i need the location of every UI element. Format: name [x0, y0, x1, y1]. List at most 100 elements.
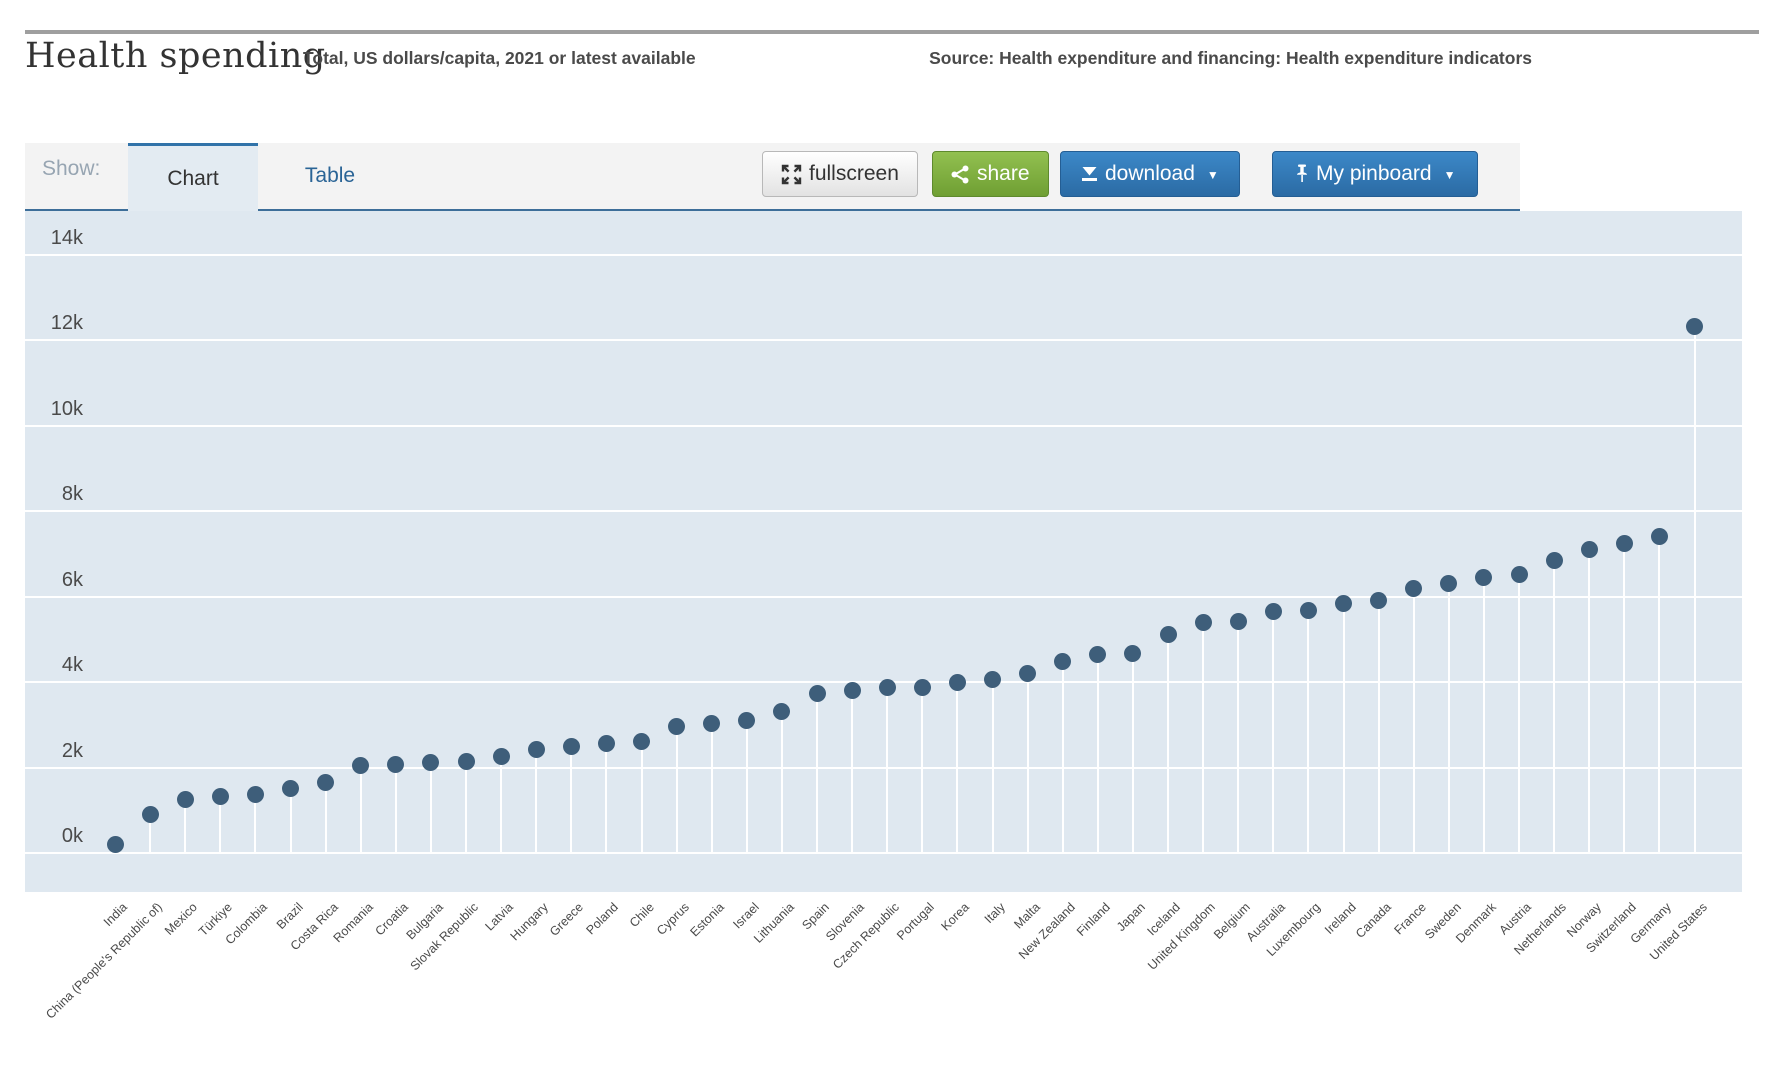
x-axis-label: Lithuania	[751, 900, 797, 946]
data-point[interactable]	[1686, 317, 1703, 335]
data-point-stem	[851, 690, 854, 853]
x-axis-label: Sweden	[1421, 900, 1464, 942]
x-axis-label: Latvia	[482, 900, 516, 934]
data-point[interactable]	[948, 673, 966, 691]
data-point[interactable]	[773, 702, 791, 720]
data-point[interactable]	[1335, 595, 1352, 613]
my-pinboard-label: My pinboard	[1316, 162, 1432, 185]
x-axis-label: Iceland	[1144, 900, 1183, 939]
data-point[interactable]	[1370, 592, 1388, 610]
data-point[interactable]	[141, 805, 159, 823]
data-point-stem	[429, 762, 432, 853]
data-point[interactable]	[1194, 613, 1212, 631]
data-point[interactable]	[703, 715, 721, 733]
x-axis-label: Poland	[583, 900, 622, 938]
data-point-stem	[710, 723, 713, 853]
tab-table-label: Table	[304, 164, 356, 187]
tab-table[interactable]: Table	[280, 143, 380, 209]
data-point[interactable]	[1510, 565, 1528, 583]
data-point[interactable]	[843, 682, 861, 700]
fullscreen-button[interactable]: fullscreen	[762, 151, 918, 197]
data-point-stem	[675, 726, 678, 853]
share-label: share	[977, 162, 1030, 185]
x-axis-label: Türkiye	[196, 900, 236, 939]
data-point[interactable]	[246, 786, 264, 804]
toolbar-border	[25, 209, 1520, 211]
data-point[interactable]	[633, 733, 650, 751]
data-point-stem	[745, 720, 748, 853]
data-point[interactable]	[1405, 580, 1423, 598]
data-point[interactable]	[1124, 644, 1142, 662]
data-point[interactable]	[527, 741, 545, 759]
data-point[interactable]	[211, 788, 229, 806]
x-axis-label: Greece	[547, 900, 587, 939]
data-point[interactable]	[562, 737, 580, 755]
share-button[interactable]: share	[932, 151, 1049, 197]
download-label: download	[1105, 162, 1195, 185]
data-point-stem	[535, 749, 538, 853]
data-point[interactable]	[668, 717, 686, 735]
data-point[interactable]	[422, 754, 440, 772]
data-point[interactable]	[1054, 652, 1072, 670]
data-point-stem	[1342, 603, 1345, 853]
data-point-stem	[500, 756, 503, 853]
x-axis-label: Czech Republic	[830, 900, 903, 972]
data-point[interactable]	[1229, 613, 1247, 631]
data-point[interactable]	[913, 678, 931, 696]
data-point-stem	[394, 764, 397, 853]
data-point-stem	[1482, 577, 1485, 853]
data-point[interactable]	[1440, 574, 1458, 592]
data-point[interactable]	[1159, 626, 1177, 644]
data-point-stem	[991, 679, 994, 853]
y-axis-tick-label: 4k	[61, 654, 83, 676]
data-point[interactable]	[808, 684, 826, 702]
data-point[interactable]	[176, 791, 194, 809]
x-axis-label: Brazil	[273, 900, 306, 933]
gridline-14k	[25, 253, 1742, 256]
data-point[interactable]	[457, 753, 475, 771]
gridline-10k	[25, 424, 1742, 427]
x-axis-label: Switzerland	[1583, 900, 1640, 956]
data-point[interactable]	[387, 755, 405, 773]
fullscreen-icon	[781, 164, 802, 185]
data-point-stem	[289, 788, 292, 853]
data-point[interactable]	[1545, 551, 1563, 569]
data-point[interactable]	[1264, 602, 1282, 620]
x-axis-label: Ireland	[1321, 900, 1359, 937]
data-point-stem	[465, 761, 467, 853]
data-point-stem	[1131, 653, 1134, 853]
data-point[interactable]	[1650, 527, 1668, 545]
download-button[interactable]: download ▼	[1060, 151, 1240, 197]
x-axis-label: Portugal	[894, 900, 938, 943]
x-axis-label: China (People's Republic of)	[43, 900, 165, 1022]
data-point[interactable]	[492, 748, 510, 766]
data-point[interactable]	[352, 756, 370, 774]
my-pinboard-button[interactable]: My pinboard ▼	[1272, 151, 1479, 197]
data-point[interactable]	[738, 712, 756, 730]
data-point-stem	[605, 743, 608, 853]
data-point[interactable]	[106, 835, 124, 853]
page-subtitle: Total, US dollars/capita, 2021 or latest…	[303, 48, 696, 68]
data-point[interactable]	[1615, 534, 1633, 552]
data-point-stem	[570, 746, 573, 853]
data-point[interactable]	[1089, 645, 1107, 663]
download-caret-icon: ▼	[1206, 168, 1219, 182]
data-point-stem	[1588, 549, 1591, 853]
data-point[interactable]	[878, 679, 896, 697]
my-pinboard-caret-icon: ▼	[1443, 168, 1456, 182]
data-point[interactable]	[1475, 568, 1493, 586]
data-point[interactable]	[597, 734, 615, 752]
data-point[interactable]	[282, 780, 299, 798]
data-point[interactable]	[1580, 540, 1598, 558]
tab-chart[interactable]: Chart	[128, 143, 258, 211]
data-point[interactable]	[984, 670, 1001, 688]
data-point[interactable]	[1019, 664, 1037, 682]
x-axis-label: Netherlands	[1511, 900, 1569, 958]
page-title: Health spending	[25, 36, 326, 76]
data-point-stem	[1623, 543, 1626, 853]
data-point[interactable]	[1299, 601, 1317, 619]
x-axis-label: New Zealand	[1015, 900, 1078, 962]
data-point-stem	[1026, 673, 1029, 853]
data-point-stem	[1553, 560, 1556, 853]
data-point[interactable]	[317, 774, 335, 792]
